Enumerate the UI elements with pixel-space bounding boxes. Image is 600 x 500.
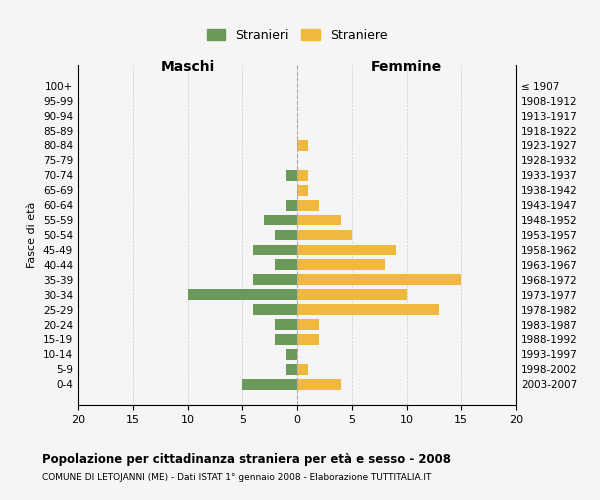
Bar xyxy=(297,274,461,285)
Bar xyxy=(297,185,308,196)
Bar xyxy=(297,200,319,210)
Bar xyxy=(297,319,319,330)
Bar xyxy=(286,364,297,374)
Bar xyxy=(253,274,297,285)
Text: Femmine: Femmine xyxy=(371,60,442,74)
Bar xyxy=(286,170,297,180)
Bar xyxy=(297,364,308,374)
Bar xyxy=(286,200,297,210)
Text: Popolazione per cittadinanza straniera per età e sesso - 2008: Popolazione per cittadinanza straniera p… xyxy=(42,452,451,466)
Y-axis label: Anni di nascita: Anni di nascita xyxy=(597,194,600,276)
Bar xyxy=(253,304,297,315)
Bar xyxy=(275,334,297,345)
Bar xyxy=(297,304,439,315)
Bar xyxy=(297,140,308,151)
Bar xyxy=(275,260,297,270)
Bar xyxy=(297,379,341,390)
Bar xyxy=(253,244,297,256)
Legend: Stranieri, Straniere: Stranieri, Straniere xyxy=(202,24,392,46)
Bar xyxy=(297,170,308,180)
Text: COMUNE DI LETOJANNI (ME) - Dati ISTAT 1° gennaio 2008 - Elaborazione TUTTITALIA.: COMUNE DI LETOJANNI (ME) - Dati ISTAT 1°… xyxy=(42,472,431,482)
Bar xyxy=(297,230,352,240)
Bar xyxy=(297,290,407,300)
Bar xyxy=(297,244,395,256)
Bar xyxy=(187,290,297,300)
Y-axis label: Fasce di età: Fasce di età xyxy=(28,202,37,268)
Bar xyxy=(242,379,297,390)
Bar xyxy=(275,230,297,240)
Bar xyxy=(297,214,341,226)
Bar xyxy=(286,349,297,360)
Bar xyxy=(275,319,297,330)
Bar xyxy=(297,334,319,345)
Bar xyxy=(264,214,297,226)
Text: Maschi: Maschi xyxy=(160,60,215,74)
Bar xyxy=(297,260,385,270)
